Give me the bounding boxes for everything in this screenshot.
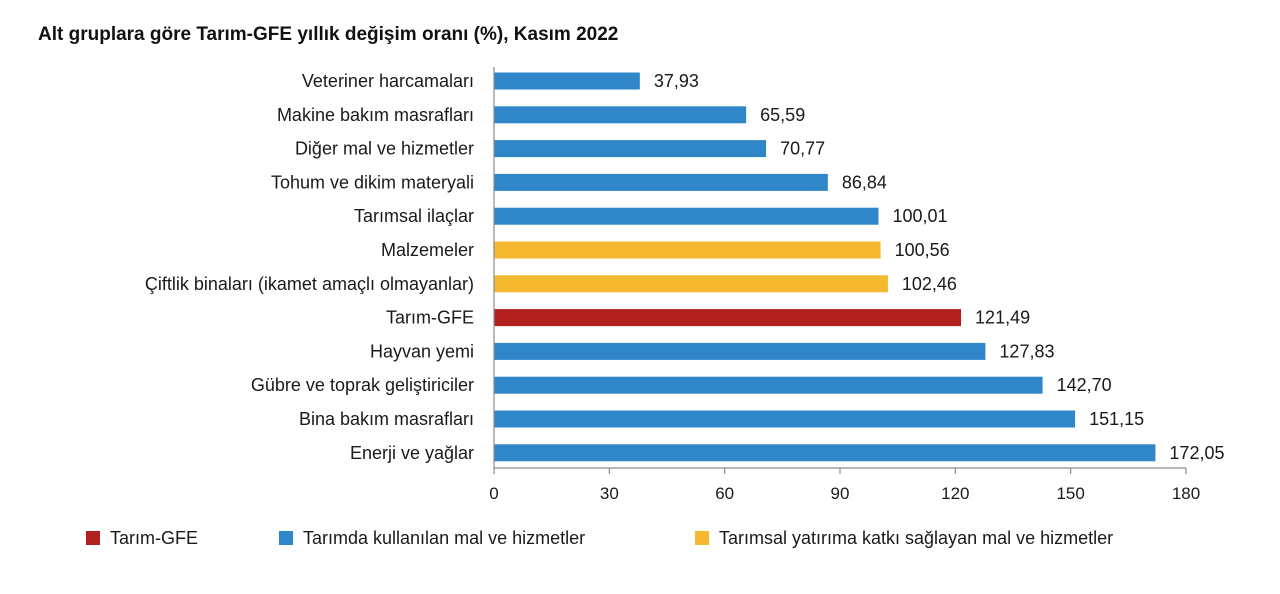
category-label: Veteriner harcamaları: [302, 71, 474, 91]
x-tick-label: 120: [941, 484, 969, 503]
legend: Tarım-GFE Tarımda kullanılan mal ve hizme…: [86, 528, 1113, 548]
legend-swatch: [86, 531, 100, 545]
category-label: Bina bakım masrafları: [299, 409, 474, 429]
bar: [494, 376, 1043, 394]
value-label: 86,84: [842, 172, 887, 192]
value-label: 142,70: [1057, 375, 1112, 395]
category-labels: Veteriner harcamaları Makine bakım masraf…: [145, 71, 474, 463]
bar: [494, 342, 986, 360]
category-label: Tarımsal ilaçlar: [354, 206, 474, 226]
legend-label: Tarım-GFE: [110, 528, 198, 548]
category-label: Diğer mal ve hizmetler: [295, 139, 474, 159]
x-tick-label: 60: [715, 484, 734, 503]
value-label: 37,93: [654, 71, 699, 91]
category-label: Tohum ve dikim materyali: [271, 172, 474, 192]
x-tick-label: 0: [489, 484, 498, 503]
category-label: Malzemeler: [381, 240, 474, 260]
x-tick-label: 150: [1056, 484, 1084, 503]
bar: [494, 309, 962, 327]
legend-swatch: [279, 531, 293, 545]
bar: [494, 241, 881, 259]
bar: [494, 106, 747, 124]
bar: [494, 410, 1076, 428]
value-label: 127,83: [999, 341, 1054, 361]
category-label: Çiftlik binaları (ikamet amaçlı olmayanl…: [145, 274, 474, 294]
value-label: 121,49: [975, 308, 1030, 328]
category-label: Gübre ve toprak geliştiriciler: [251, 375, 474, 395]
value-label: 151,15: [1089, 409, 1144, 429]
value-label: 65,59: [760, 105, 805, 125]
value-label: 70,77: [780, 139, 825, 159]
legend-label: Tarımsal yatırıma katkı sağlayan mal ve …: [719, 528, 1113, 548]
legend-swatch: [695, 531, 709, 545]
value-label: 102,46: [902, 274, 957, 294]
bar: [494, 275, 888, 293]
x-tick-label: 90: [831, 484, 850, 503]
x-tick-label: 30: [600, 484, 619, 503]
bars: [494, 72, 1156, 462]
bar: [494, 72, 640, 90]
category-label: Enerji ve yağlar: [350, 443, 474, 463]
value-label: 172,05: [1169, 443, 1224, 463]
value-label: 100,01: [892, 206, 947, 226]
category-label: Tarım-GFE: [386, 308, 474, 328]
legend-label: Tarımda kullanılan mal ve hizmetler: [303, 528, 585, 548]
bar: [494, 207, 879, 225]
category-label: Makine bakım masrafları: [277, 105, 474, 125]
bar: [494, 173, 828, 191]
x-axis: 0 30 60 90 120 150 180: [489, 67, 1200, 503]
category-label: Hayvan yemi: [370, 341, 474, 361]
bar: [494, 140, 767, 158]
bar: [494, 444, 1156, 462]
chart-title: Alt gruplara göre Tarım-GFE yıllık değiş…: [38, 24, 619, 45]
value-label: 100,56: [895, 240, 950, 260]
x-tick-label: 180: [1172, 484, 1200, 503]
